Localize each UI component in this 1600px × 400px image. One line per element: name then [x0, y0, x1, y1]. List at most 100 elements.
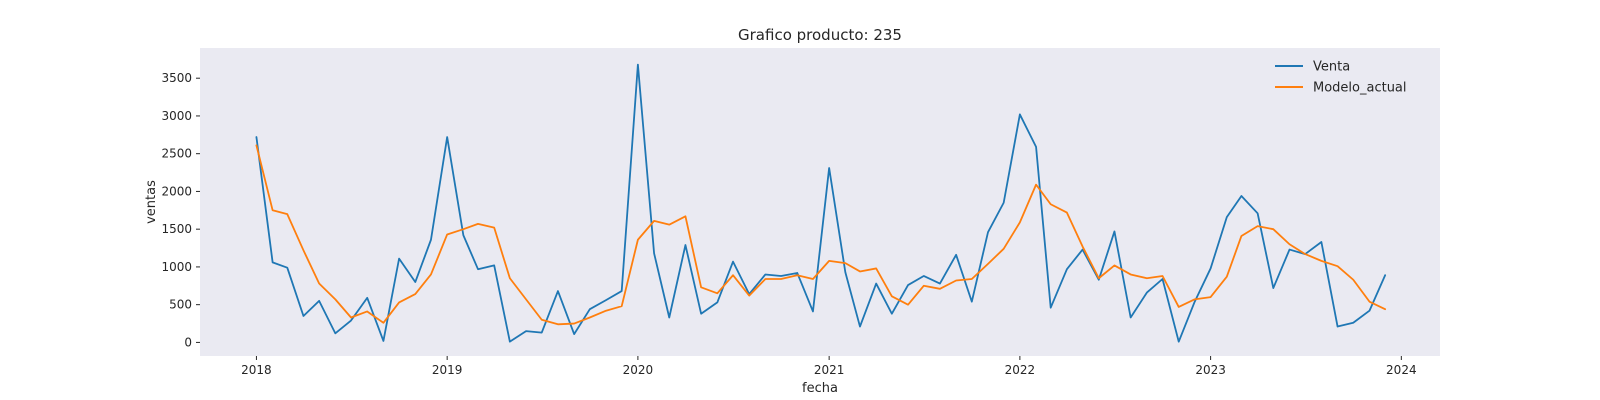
data-point [1113, 264, 1115, 266]
data-point [1113, 230, 1115, 232]
data-point [748, 294, 750, 296]
data-point [271, 209, 273, 211]
data-point [812, 278, 814, 280]
data-point [493, 226, 495, 228]
data-point [350, 319, 352, 321]
data-point [1002, 248, 1004, 250]
data-point [684, 244, 686, 246]
plot-area [200, 48, 1440, 356]
data-point [1209, 296, 1211, 298]
data-point [1209, 267, 1211, 269]
data-point [668, 223, 670, 225]
data-point [764, 273, 766, 275]
y-tick-label: 500 [169, 298, 192, 312]
x-tick-label: 2020 [623, 363, 654, 377]
data-point [446, 233, 448, 235]
data-point [987, 231, 989, 233]
data-point [653, 252, 655, 254]
data-point [939, 288, 941, 290]
data-point [382, 340, 384, 342]
data-point [414, 281, 416, 283]
data-point [477, 223, 479, 225]
data-point [620, 305, 622, 307]
data-point [302, 315, 304, 317]
axis-ticks: 2018 2019 2020 2021 2022 2023 2024 0 500 1000 1500… [161, 71, 1416, 377]
data-point [462, 228, 464, 230]
x-tick-label: 2023 [1195, 363, 1226, 377]
data-point [891, 295, 893, 297]
data-point [780, 278, 782, 280]
data-point [1226, 276, 1228, 278]
data-point [637, 63, 639, 65]
data-point [923, 275, 925, 277]
x-tick-label: 2024 [1386, 363, 1417, 377]
data-point [1129, 316, 1131, 318]
data-point [286, 266, 288, 268]
data-point [1352, 279, 1354, 281]
data-point [700, 286, 702, 288]
data-point [302, 249, 304, 251]
series-line-modelo-actual [255, 144, 1387, 326]
data-point [796, 272, 798, 274]
data-point [1272, 228, 1274, 230]
y-tick-label: 1000 [161, 260, 192, 274]
data-point [430, 239, 432, 241]
data-point [1035, 183, 1037, 185]
data-point [764, 278, 766, 280]
data-point [1352, 322, 1354, 324]
y-axis-label: ventas [144, 180, 159, 224]
data-point [605, 310, 607, 312]
data-point [844, 271, 846, 273]
data-point [1288, 243, 1290, 245]
data-point [1193, 301, 1195, 303]
data-point [907, 303, 909, 305]
data-point [1256, 212, 1258, 214]
data-point [1178, 306, 1180, 308]
data-point [700, 313, 702, 315]
data-point [477, 268, 479, 270]
data-point [1098, 277, 1100, 279]
data-point [923, 285, 925, 287]
data-point [1146, 277, 1148, 279]
y-tick-label: 1500 [161, 222, 192, 236]
data-point [350, 316, 352, 318]
data-point [1336, 325, 1338, 327]
data-point [971, 300, 973, 302]
data-point [1368, 300, 1370, 302]
data-point [1320, 260, 1322, 262]
data-point [1320, 241, 1322, 243]
data-point [1019, 113, 1021, 115]
data-point [796, 274, 798, 276]
x-axis-label: fecha [802, 381, 838, 396]
data-point [1304, 253, 1306, 255]
data-point [1002, 202, 1004, 204]
data-point [1035, 146, 1037, 148]
data-point [780, 275, 782, 277]
data-point [1256, 225, 1258, 227]
data-point [541, 319, 543, 321]
data-point [446, 136, 448, 138]
data-point [987, 263, 989, 265]
data-point [573, 333, 575, 335]
data-point [509, 340, 511, 342]
legend-label: Modelo_actual [1313, 81, 1407, 96]
data-point [334, 332, 336, 334]
data-point [1019, 221, 1021, 223]
data-point [875, 267, 877, 269]
data-point [1240, 195, 1242, 197]
y-tick-label: 2000 [161, 184, 192, 198]
data-point [589, 308, 591, 310]
x-tick-label: 2018 [241, 363, 272, 377]
data-point [255, 144, 257, 146]
data-point [589, 316, 591, 318]
y-tick-label: 2500 [161, 147, 192, 161]
data-point [493, 264, 495, 266]
data-point [955, 254, 957, 256]
data-point [1146, 291, 1148, 293]
legend: Venta Modelo_actual [1275, 60, 1407, 96]
data-point [605, 299, 607, 301]
y-tick-label: 0 [184, 335, 192, 349]
data-point [414, 293, 416, 295]
data-point [1129, 273, 1131, 275]
